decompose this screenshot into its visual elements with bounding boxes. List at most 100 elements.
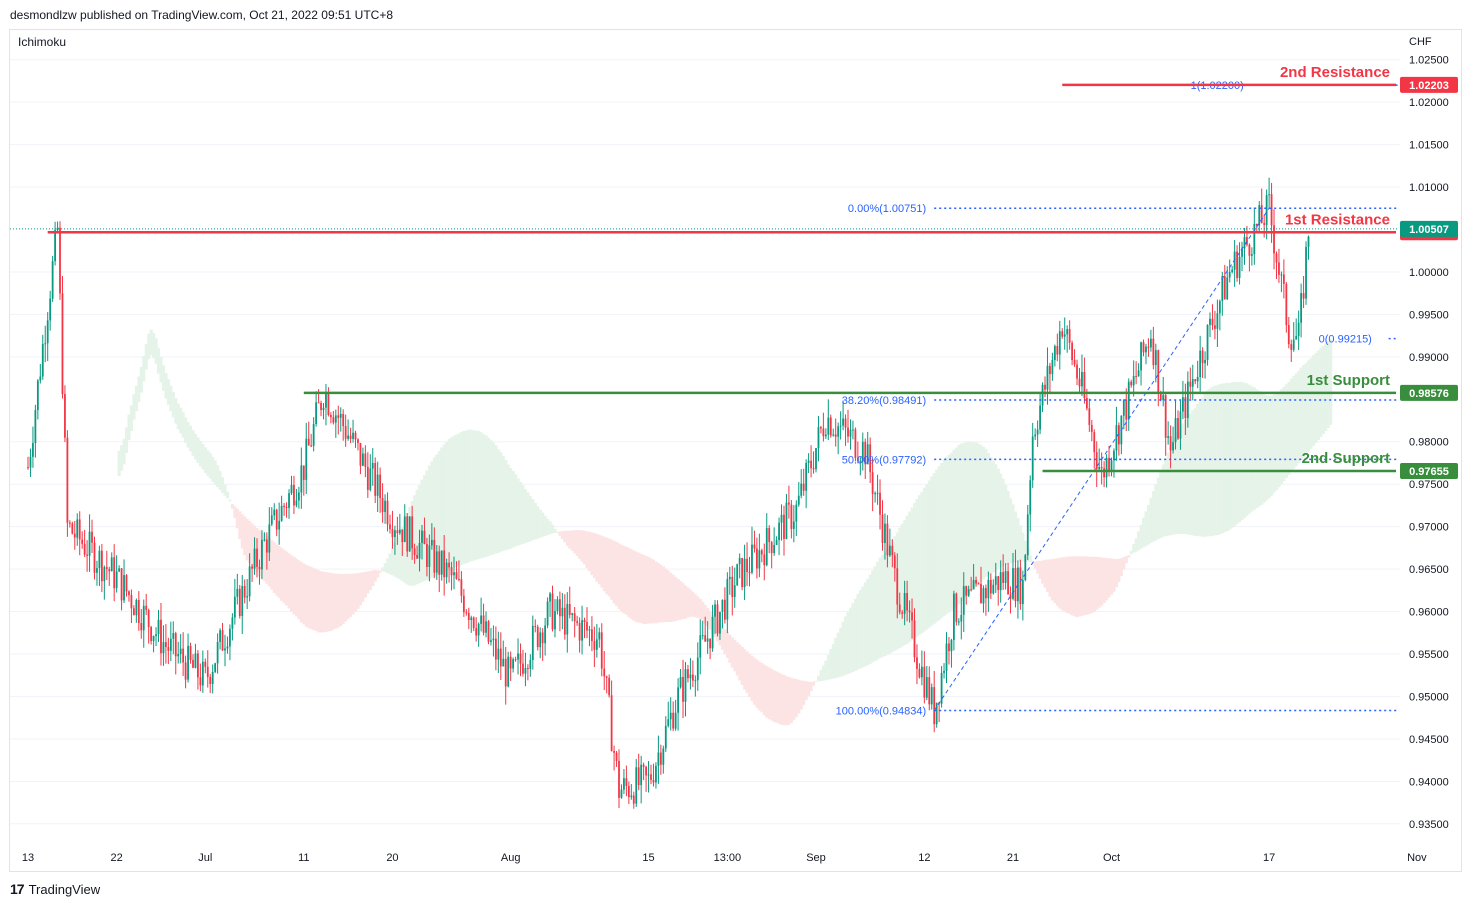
- y-tick-label: 0.94500: [1409, 734, 1449, 746]
- candle-body: [1029, 480, 1032, 515]
- cloud-segment: [915, 499, 919, 637]
- candle-body: [438, 551, 441, 575]
- candle-body: [78, 519, 81, 540]
- candle-body: [135, 600, 138, 616]
- current-price-tag: [1400, 220, 1458, 237]
- candle-body: [98, 550, 101, 569]
- cloud-segment: [651, 559, 656, 624]
- cloud-segment: [809, 681, 813, 692]
- cloud-segment: [516, 478, 520, 546]
- cloud-segment: [693, 594, 697, 618]
- candle-body: [824, 434, 827, 437]
- candle-body: [236, 588, 239, 597]
- cloud-segment: [839, 627, 843, 677]
- cloud-segment: [528, 496, 532, 542]
- cloud-segment: [1265, 395, 1269, 501]
- candle-body: [1100, 467, 1103, 469]
- candle-body: [1282, 274, 1285, 284]
- candle-body: [458, 578, 460, 580]
- cloud-segment: [583, 530, 587, 565]
- candle-body: [369, 468, 372, 490]
- candle-body: [706, 638, 709, 642]
- candle-body: [1174, 418, 1177, 443]
- candle-body: [1004, 571, 1007, 583]
- fib-retracement-label: 50.00%(0.97792): [842, 454, 926, 466]
- cloud-segment: [1107, 558, 1111, 598]
- candle-body: [689, 674, 692, 679]
- cloud-segment: [890, 539, 894, 652]
- cloud-segment: [555, 531, 560, 533]
- cloud-segment: [277, 546, 281, 598]
- cloud-segment: [782, 674, 786, 726]
- cloud-segment: [248, 520, 252, 564]
- candle-body: [691, 674, 694, 681]
- candle-body: [105, 567, 108, 570]
- candle-body: [1098, 467, 1101, 470]
- candle-body: [233, 596, 236, 618]
- candle-body: [1223, 276, 1226, 300]
- candle-body: [165, 642, 167, 648]
- cloud-segment: [1191, 410, 1195, 536]
- cloud-segment: [905, 515, 909, 644]
- candle-body: [1085, 398, 1088, 409]
- cloud-segment: [945, 456, 949, 615]
- candle-body: [273, 509, 276, 516]
- candle-body: [275, 509, 278, 530]
- candle-body: [1285, 283, 1288, 326]
- candle-body: [632, 795, 635, 804]
- cloud-segment: [775, 671, 779, 723]
- footer[interactable]: 17 TradingView: [10, 881, 100, 897]
- candle-body: [832, 434, 835, 436]
- candle-body: [231, 617, 234, 629]
- cloud-segment: [861, 586, 865, 668]
- cloud-segment: [925, 484, 929, 630]
- cloud-segment: [674, 576, 678, 621]
- cloud-segment: [1302, 365, 1306, 458]
- indicator-label[interactable]: Ichimoku: [18, 35, 66, 49]
- cloud-segment: [445, 441, 449, 571]
- candle-body: [391, 529, 394, 538]
- cloud-segment: [1011, 504, 1015, 563]
- cloud-segment: [129, 405, 134, 431]
- candle-body: [1255, 223, 1258, 226]
- candle-body: [305, 438, 308, 480]
- candle-body: [71, 523, 74, 534]
- cloud-segment: [314, 569, 318, 632]
- cloud-segment: [605, 537, 609, 595]
- cloud-segment: [432, 457, 436, 577]
- cloud-segment: [757, 661, 761, 711]
- cloud-segment: [358, 572, 363, 606]
- cloud-segment: [807, 681, 811, 697]
- cloud-segment: [1105, 558, 1109, 601]
- cloud-segment: [1235, 382, 1239, 525]
- candle-body: [536, 626, 539, 648]
- cloud-segment: [267, 538, 271, 587]
- candle-body: [901, 612, 904, 614]
- cloud-segment: [1299, 367, 1303, 461]
- cloud-segment: [1247, 384, 1251, 514]
- candle-body: [216, 641, 219, 664]
- candle-body: [1253, 223, 1256, 255]
- candle-body: [637, 767, 640, 786]
- cloud-segment: [203, 447, 207, 473]
- candle-body: [1268, 194, 1270, 196]
- candle-body: [1036, 429, 1039, 435]
- cloud-segment: [450, 437, 454, 569]
- candle-body: [935, 702, 938, 725]
- cloud-segment: [487, 437, 491, 557]
- candle-body: [908, 610, 911, 613]
- candle-body: [891, 545, 894, 556]
- candle-body: [1275, 253, 1278, 263]
- cloud-segment: [403, 520, 407, 583]
- candle-body: [1009, 594, 1012, 599]
- candle-body: [844, 418, 847, 428]
- cloud-segment: [228, 499, 232, 502]
- x-tick-label: 12: [918, 852, 930, 864]
- candle-body: [893, 555, 896, 569]
- candle-body: [59, 227, 61, 294]
- cloud-segment: [932, 473, 936, 624]
- cloud-segment: [1279, 389, 1283, 485]
- candle-body: [354, 432, 357, 440]
- cloud-segment: [257, 530, 262, 576]
